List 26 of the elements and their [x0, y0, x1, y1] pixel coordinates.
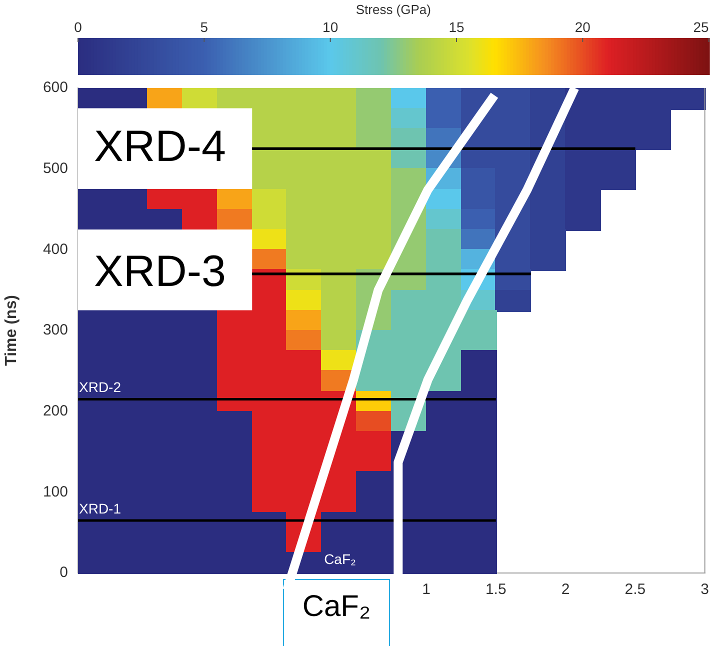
ref-line-label: XRD-4: [94, 122, 226, 171]
color-bar-label: 0: [74, 18, 82, 35]
y-tick-label: 600: [42, 79, 68, 96]
ref-line-label: XRD-3: [94, 247, 226, 296]
y-tick-label: 100: [42, 483, 68, 500]
y-tick-label: 300: [42, 322, 68, 339]
x-tick-label: 1.5: [485, 581, 506, 598]
annotation: CaF₂: [324, 550, 356, 567]
color-bar-label: 15: [448, 18, 464, 35]
color-bar-label: 10: [322, 18, 338, 35]
x-tick-label: 2: [561, 581, 570, 598]
color-bar-label: 25: [693, 18, 710, 35]
y-tick-label: 200: [42, 402, 68, 420]
color-bar-label: 20: [574, 18, 591, 35]
x-tick-label: 2.5: [624, 581, 646, 598]
color-bar-title: Stress (GPa): [356, 2, 431, 18]
x-tick-label: 3: [700, 581, 709, 598]
y-axis-title: Time (ns): [3, 295, 20, 366]
color-bar-label: 5: [200, 18, 208, 35]
text: CaF₂: [283, 579, 390, 646]
x-tick-label: 1: [422, 581, 430, 598]
ref-line-label: XRD-2: [79, 379, 122, 396]
y-tick-label: 400: [42, 240, 68, 258]
y-tick-label: 0: [60, 564, 68, 582]
ref-line-label: XRD-1: [79, 500, 122, 516]
y-tick-label: 500: [42, 160, 68, 177]
